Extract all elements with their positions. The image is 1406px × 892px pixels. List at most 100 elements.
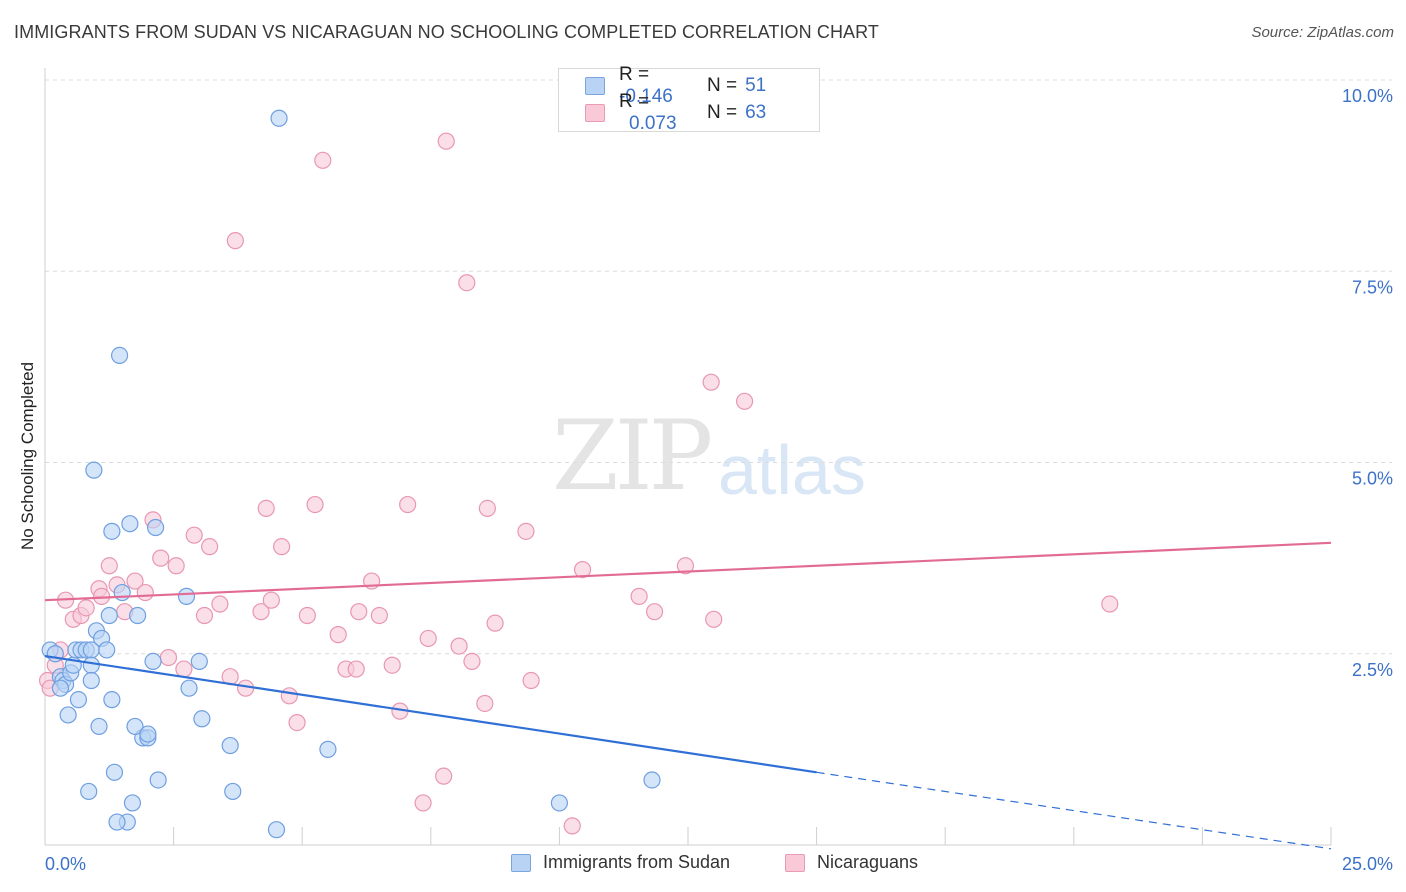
data-point-nicaraguans [463,652,481,671]
data-point-nicaraguans [676,557,695,575]
data-point-sudan [103,522,121,540]
series-label-nicaraguans: Nicaraguans [817,852,919,872]
data-point-nicaraguans [383,656,401,674]
data-point-nicaraguans [288,713,306,732]
data-point-nicaraguans [175,660,193,678]
data-point-nicaraguans [435,767,453,785]
data-point-nicaraguans [201,538,219,556]
data-point-nicaraguans [126,572,144,590]
data-point-nicaraguans [185,526,203,544]
data-point-nicaraguans [298,606,316,625]
data-point-nicaraguans [478,499,496,517]
data-point-nicaraguans [517,522,535,540]
series-legend-sudan[interactable]: Immigrants from Sudan [511,852,730,873]
data-point-sudan [177,587,196,605]
data-point-nicaraguans [252,603,270,621]
data-point-nicaraguans [476,694,494,713]
data-point-nicaraguans [522,671,540,690]
data-point-sudan [90,717,108,736]
legend-swatch-sudan [585,77,605,95]
legend-r-label: R = [619,64,650,85]
data-point-nicaraguans [226,232,244,250]
series-label-sudan: Immigrants from Sudan [543,852,731,872]
data-point-nicaraguans [1101,595,1119,613]
legend-row-sudan: R = -0.146 N = 51 [585,64,767,107]
y-tick-label: 5.0% [1352,469,1393,489]
data-point-sudan [319,740,337,758]
data-point-nicaraguans [152,549,170,567]
data-point-sudan [180,679,198,697]
legend-n-label: N = [707,102,738,123]
data-point-nicaraguans [414,794,432,812]
legend-r-value: -0.146 [619,86,673,107]
data-point-nicaraguans [437,132,455,150]
data-point-sudan [139,725,157,743]
data-point-nicaraguans [370,606,388,625]
data-point-nicaraguans [645,603,664,621]
data-point-nicaraguans [77,599,95,617]
data-point-sudan [550,794,569,812]
data-point-nicaraguans [350,603,368,621]
data-point-nicaraguans [211,595,229,613]
data-point-nicaraguans [563,817,581,835]
data-point-nicaraguans [486,614,504,632]
data-point-sudan [146,518,165,537]
trend-line-sudan [44,654,817,774]
data-point-sudan [59,706,77,724]
data-point-sudan [82,656,100,674]
data-point-nicaraguans [735,392,754,410]
series-swatch-sudan [511,853,531,872]
data-point-nicaraguans [705,610,723,628]
data-point-nicaraguans [702,373,720,391]
data-point-sudan [69,691,88,709]
data-point-sudan [98,641,116,659]
data-point-nicaraguans [280,687,298,705]
data-point-sudan [128,606,147,625]
data-point-sudan [267,821,286,839]
data-point-sudan [82,671,100,690]
x-tick-label: 25.0% [1342,854,1393,874]
legend-swatch-nicaraguans [585,104,605,122]
data-point-nicaraguans [167,557,185,575]
data-point-sudan [100,606,118,625]
trend-line-sudan-extension [816,771,1332,850]
data-point-sudan [224,782,242,801]
y-tick-label: 10.0% [1342,86,1393,106]
data-point-sudan [110,346,129,364]
data-point-sudan [126,717,144,736]
data-point-sudan [643,771,661,789]
data-point-sudan [105,763,124,781]
data-point-nicaraguans [458,274,476,292]
correlation-legend: R = -0.146 N = 51 R = 0.073 N = 63 [558,64,820,134]
legend-n-value: 51 [745,75,767,96]
data-point-sudan [108,813,126,831]
series-legend-nicaraguans[interactable]: Nicaraguans [785,852,918,873]
data-point-sudan [80,782,98,801]
trend-line-nicaraguans [44,541,1332,602]
legend-row-nicaraguans: R = 0.073 N = 63 [585,91,767,134]
data-point-nicaraguans [314,151,332,169]
y-tick-label: 2.5% [1352,660,1393,680]
x-tick-label: 0.0% [45,854,86,874]
legend-r-value: 0.073 [629,113,677,134]
source-credit: Source: ZipAtlas.com [1251,24,1394,41]
y-tick-label: 7.5% [1352,277,1393,297]
data-point-nicaraguans [257,499,275,517]
data-point-sudan [193,710,211,728]
data-point-nicaraguans [100,557,118,575]
data-point-nicaraguans [630,587,648,605]
series-legend: Immigrants from Sudan Nicaraguans [0,852,1406,878]
legend-n-value: 63 [745,102,767,123]
legend-n-label: N = [707,75,738,96]
data-point-sudan [221,736,239,755]
data-point-nicaraguans [159,648,178,667]
data-point-sudan [85,461,103,479]
data-point-nicaraguans [195,606,214,625]
data-point-sudan [123,794,142,812]
watermark-zip: ZIP [552,400,713,512]
data-point-nicaraguans [399,495,417,514]
data-point-nicaraguans [329,626,347,644]
data-point-sudan [270,109,288,127]
data-point-nicaraguans [262,591,280,609]
